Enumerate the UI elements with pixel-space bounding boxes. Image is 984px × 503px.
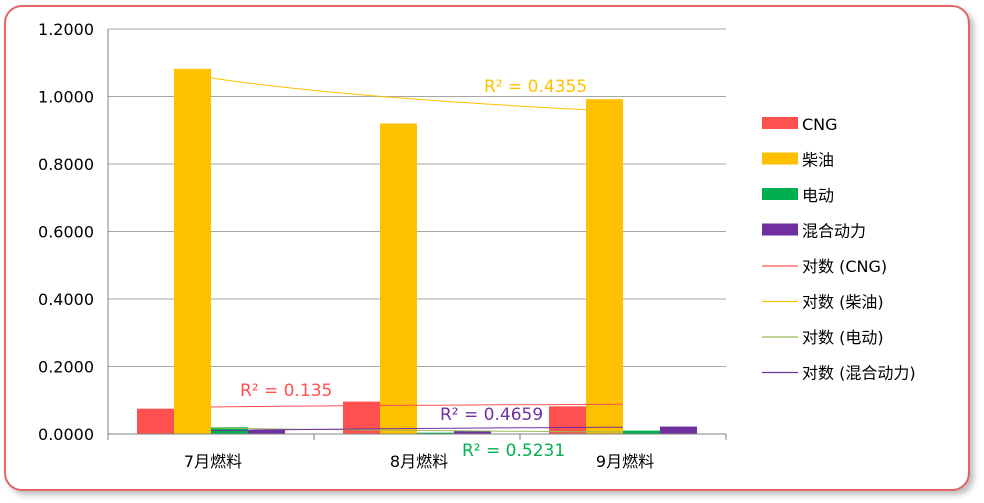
legend-label: 对数 (混合动力) <box>802 364 916 383</box>
trendline <box>210 77 624 113</box>
x-tick-label: 8月燃料 <box>390 452 448 471</box>
r2-label: R² = 0.135 <box>240 381 332 401</box>
legend-label: 电动 <box>802 186 834 205</box>
y-tick-label: 0.0000 <box>38 425 94 444</box>
y-tick-label: 0.2000 <box>38 358 94 377</box>
legend-label: 柴油 <box>802 151 834 170</box>
bar <box>380 123 417 434</box>
x-tick-label: 9月燃料 <box>596 452 654 471</box>
bar <box>623 430 660 434</box>
trendline <box>210 403 624 408</box>
legend-swatch <box>762 117 798 129</box>
bar <box>660 426 697 434</box>
legend-swatch <box>762 188 798 200</box>
trendlines: R² = 0.135 R² = 0.4355 R² = 0.5231 R² = 0.4… <box>210 77 624 461</box>
legend-label: 对数 (柴油) <box>802 293 884 312</box>
r2-label: R² = 0.4659 <box>440 405 543 425</box>
bar <box>586 99 623 434</box>
bar <box>137 408 174 434</box>
y-tick-label: 1.2000 <box>38 20 94 39</box>
y-tick-label: 1.0000 <box>38 88 94 107</box>
legend-label: 对数 (电动) <box>802 328 884 347</box>
legend-label: CNG <box>802 115 838 134</box>
r2-label: R² = 0.4355 <box>484 77 587 97</box>
trendline <box>210 426 623 432</box>
legend-swatch <box>762 223 798 236</box>
y-tick-label: 0.6000 <box>38 223 94 242</box>
trendline <box>210 427 624 433</box>
x-tick-label: 7月燃料 <box>184 452 242 471</box>
r2-label: R² = 0.5231 <box>462 441 565 461</box>
bar <box>454 430 491 434</box>
bar <box>417 432 454 434</box>
bar <box>549 406 586 434</box>
legend-label: 混合动力 <box>802 222 866 241</box>
legend-label: 对数 (CNG) <box>802 257 887 276</box>
bar <box>174 68 211 434</box>
y-tick-label: 0.8000 <box>38 155 94 174</box>
y-tick-label: 0.4000 <box>38 290 94 309</box>
bars <box>137 68 697 434</box>
axes: 0.0000 0.2000 0.4000 0.6000 0.8000 1.0000 1.20… <box>38 20 727 471</box>
bar <box>248 429 285 434</box>
legend-swatch <box>762 152 798 165</box>
